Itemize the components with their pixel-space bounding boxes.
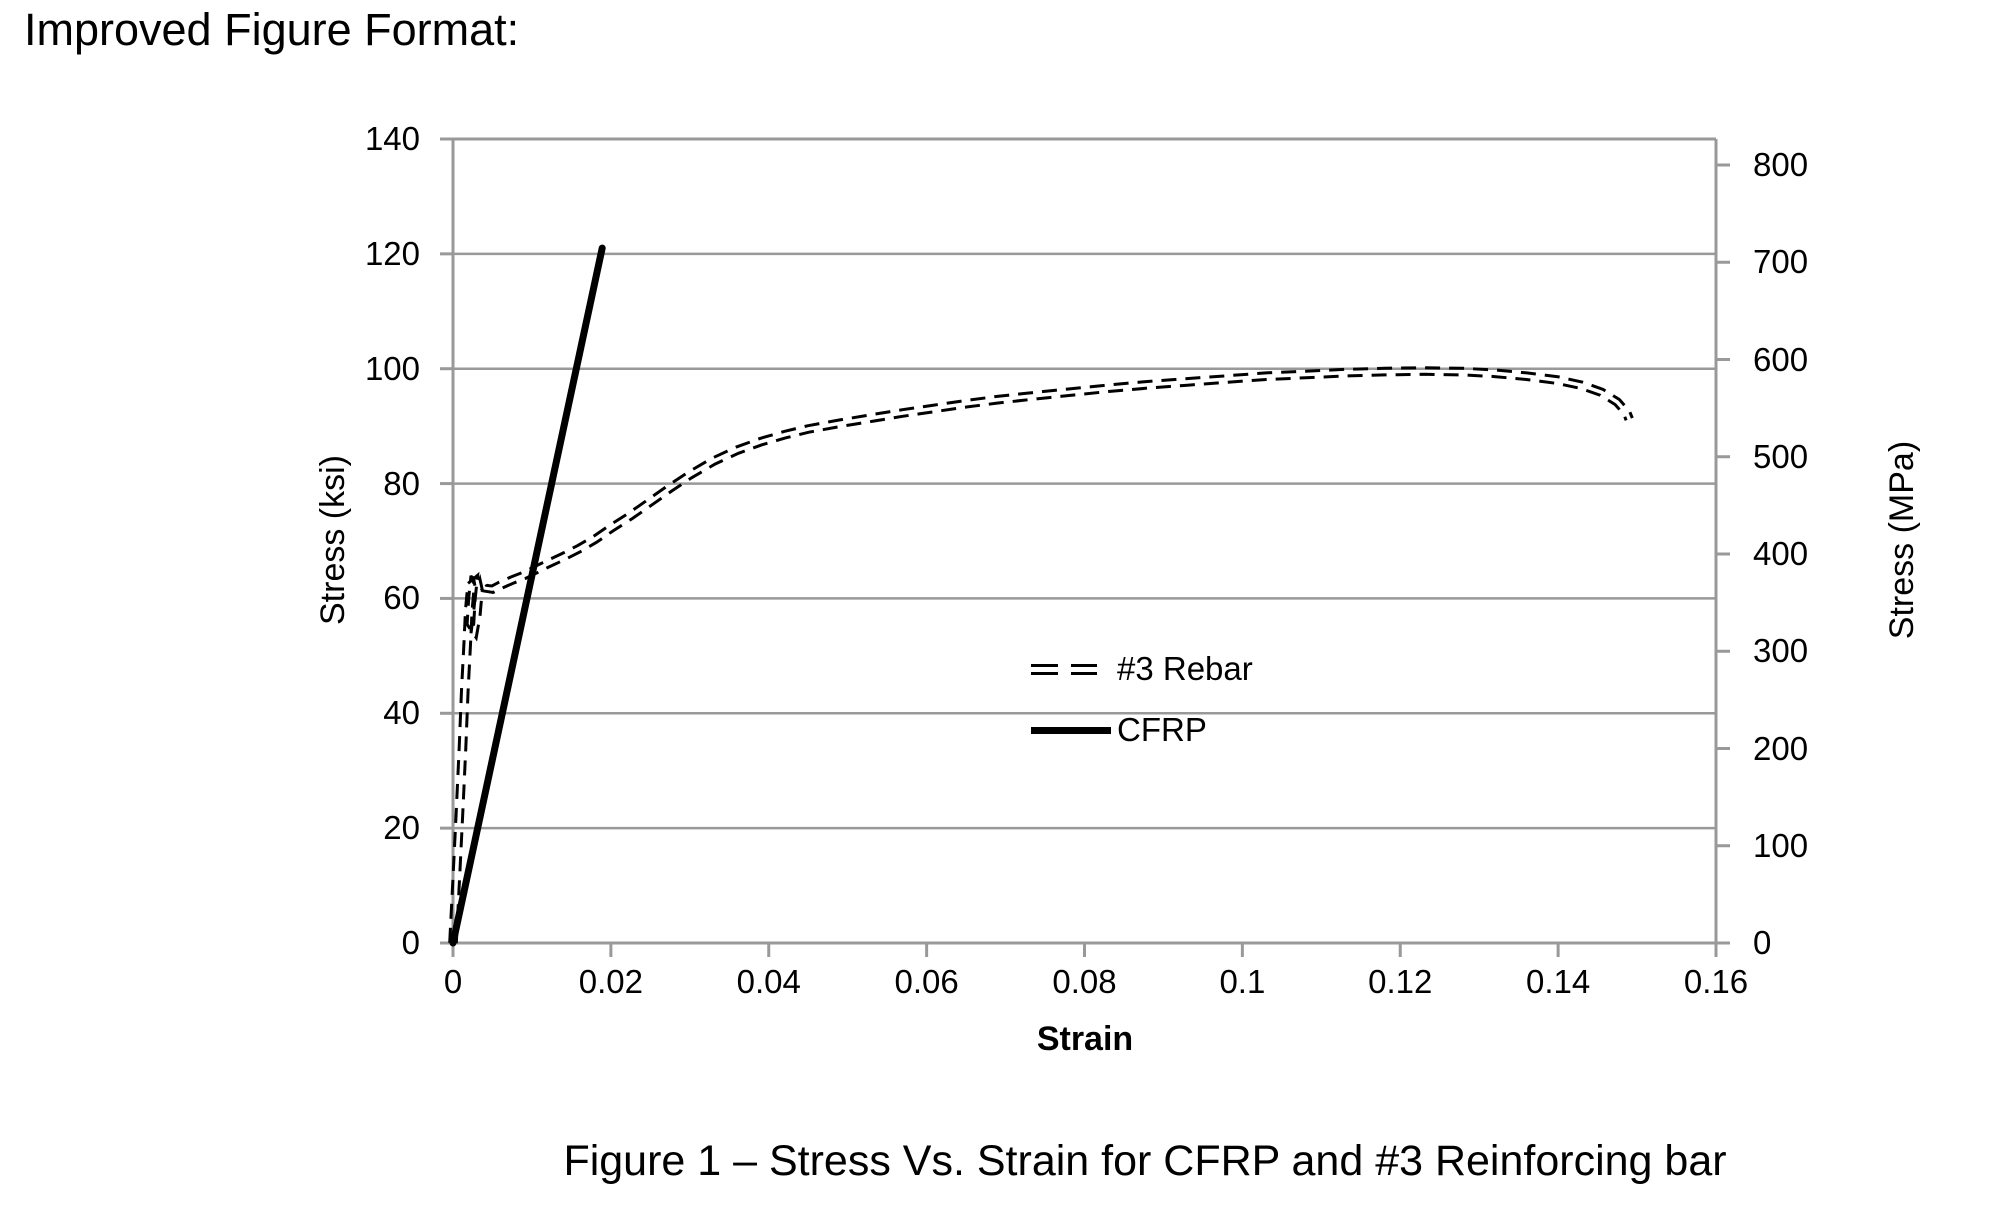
x-axis-tick-label: 0.14 xyxy=(1526,963,1591,1000)
left-axis-tick-label: 40 xyxy=(383,694,420,732)
right-axis-tick-label: 200 xyxy=(1753,729,1809,767)
x-axis-tick-label: 0 xyxy=(443,963,463,1000)
x-axis-tick-label: 0.1 xyxy=(1219,963,1266,1000)
left-axis-tick-label: 100 xyxy=(364,349,420,387)
left-axis-tick-label: 60 xyxy=(383,579,420,617)
right-axis-tick-label: 300 xyxy=(1753,632,1809,670)
left-axis-tick-label: 140 xyxy=(364,120,420,157)
right-axis-tick-label: 0 xyxy=(1753,924,1772,961)
right-axis-tick-label: 700 xyxy=(1753,243,1809,281)
right-axis-tick-label: 800 xyxy=(1753,146,1809,183)
x-axis-tick-label: 0.04 xyxy=(736,963,801,1000)
x-axis-tick-label: 0.12 xyxy=(1368,963,1433,1000)
x-axis-tick-label: 0.16 xyxy=(1683,963,1749,1000)
figure-caption: Figure 1 – Stress Vs. Strain for CFRP an… xyxy=(563,1137,1727,1185)
left-axis-tick-label: 80 xyxy=(383,464,420,502)
right-axis-tick-label: 100 xyxy=(1753,826,1809,864)
left-axis-tick-label: 20 xyxy=(383,809,420,847)
legend-item-cfrp: CFRP xyxy=(1031,703,1253,757)
right-axis-tick-label: 400 xyxy=(1753,535,1809,572)
right-axis-title: Stress (MPa) xyxy=(1883,440,1921,640)
solid-line-icon xyxy=(1031,726,1111,734)
x-axis-title: Strain xyxy=(1036,1020,1134,1058)
right-axis-tick-label: 600 xyxy=(1753,340,1809,378)
page-title: Improved Figure Format: xyxy=(24,4,520,55)
left-axis-tick-label: 0 xyxy=(401,924,420,961)
legend: #3 Rebar CFRP xyxy=(1031,642,1253,757)
x-axis-tick-label: 0.08 xyxy=(1052,963,1117,1000)
x-axis-tick-label: 0.02 xyxy=(578,963,643,1000)
cfrp-line-swatch xyxy=(1031,726,1117,734)
right-axis-tick-label: 500 xyxy=(1753,437,1809,475)
x-axis-tick-label: 0.06 xyxy=(894,963,959,1000)
rebar-line-swatch xyxy=(1031,663,1117,675)
legend-label-cfrp: CFRP xyxy=(1117,711,1207,748)
double-dash-icon xyxy=(1031,663,1097,675)
legend-label-rebar: #3 Rebar xyxy=(1117,650,1253,687)
legend-item-rebar: #3 Rebar xyxy=(1031,642,1253,696)
left-axis-title: Stress (ksi) xyxy=(314,455,352,625)
left-axis-tick-label: 120 xyxy=(364,234,420,272)
